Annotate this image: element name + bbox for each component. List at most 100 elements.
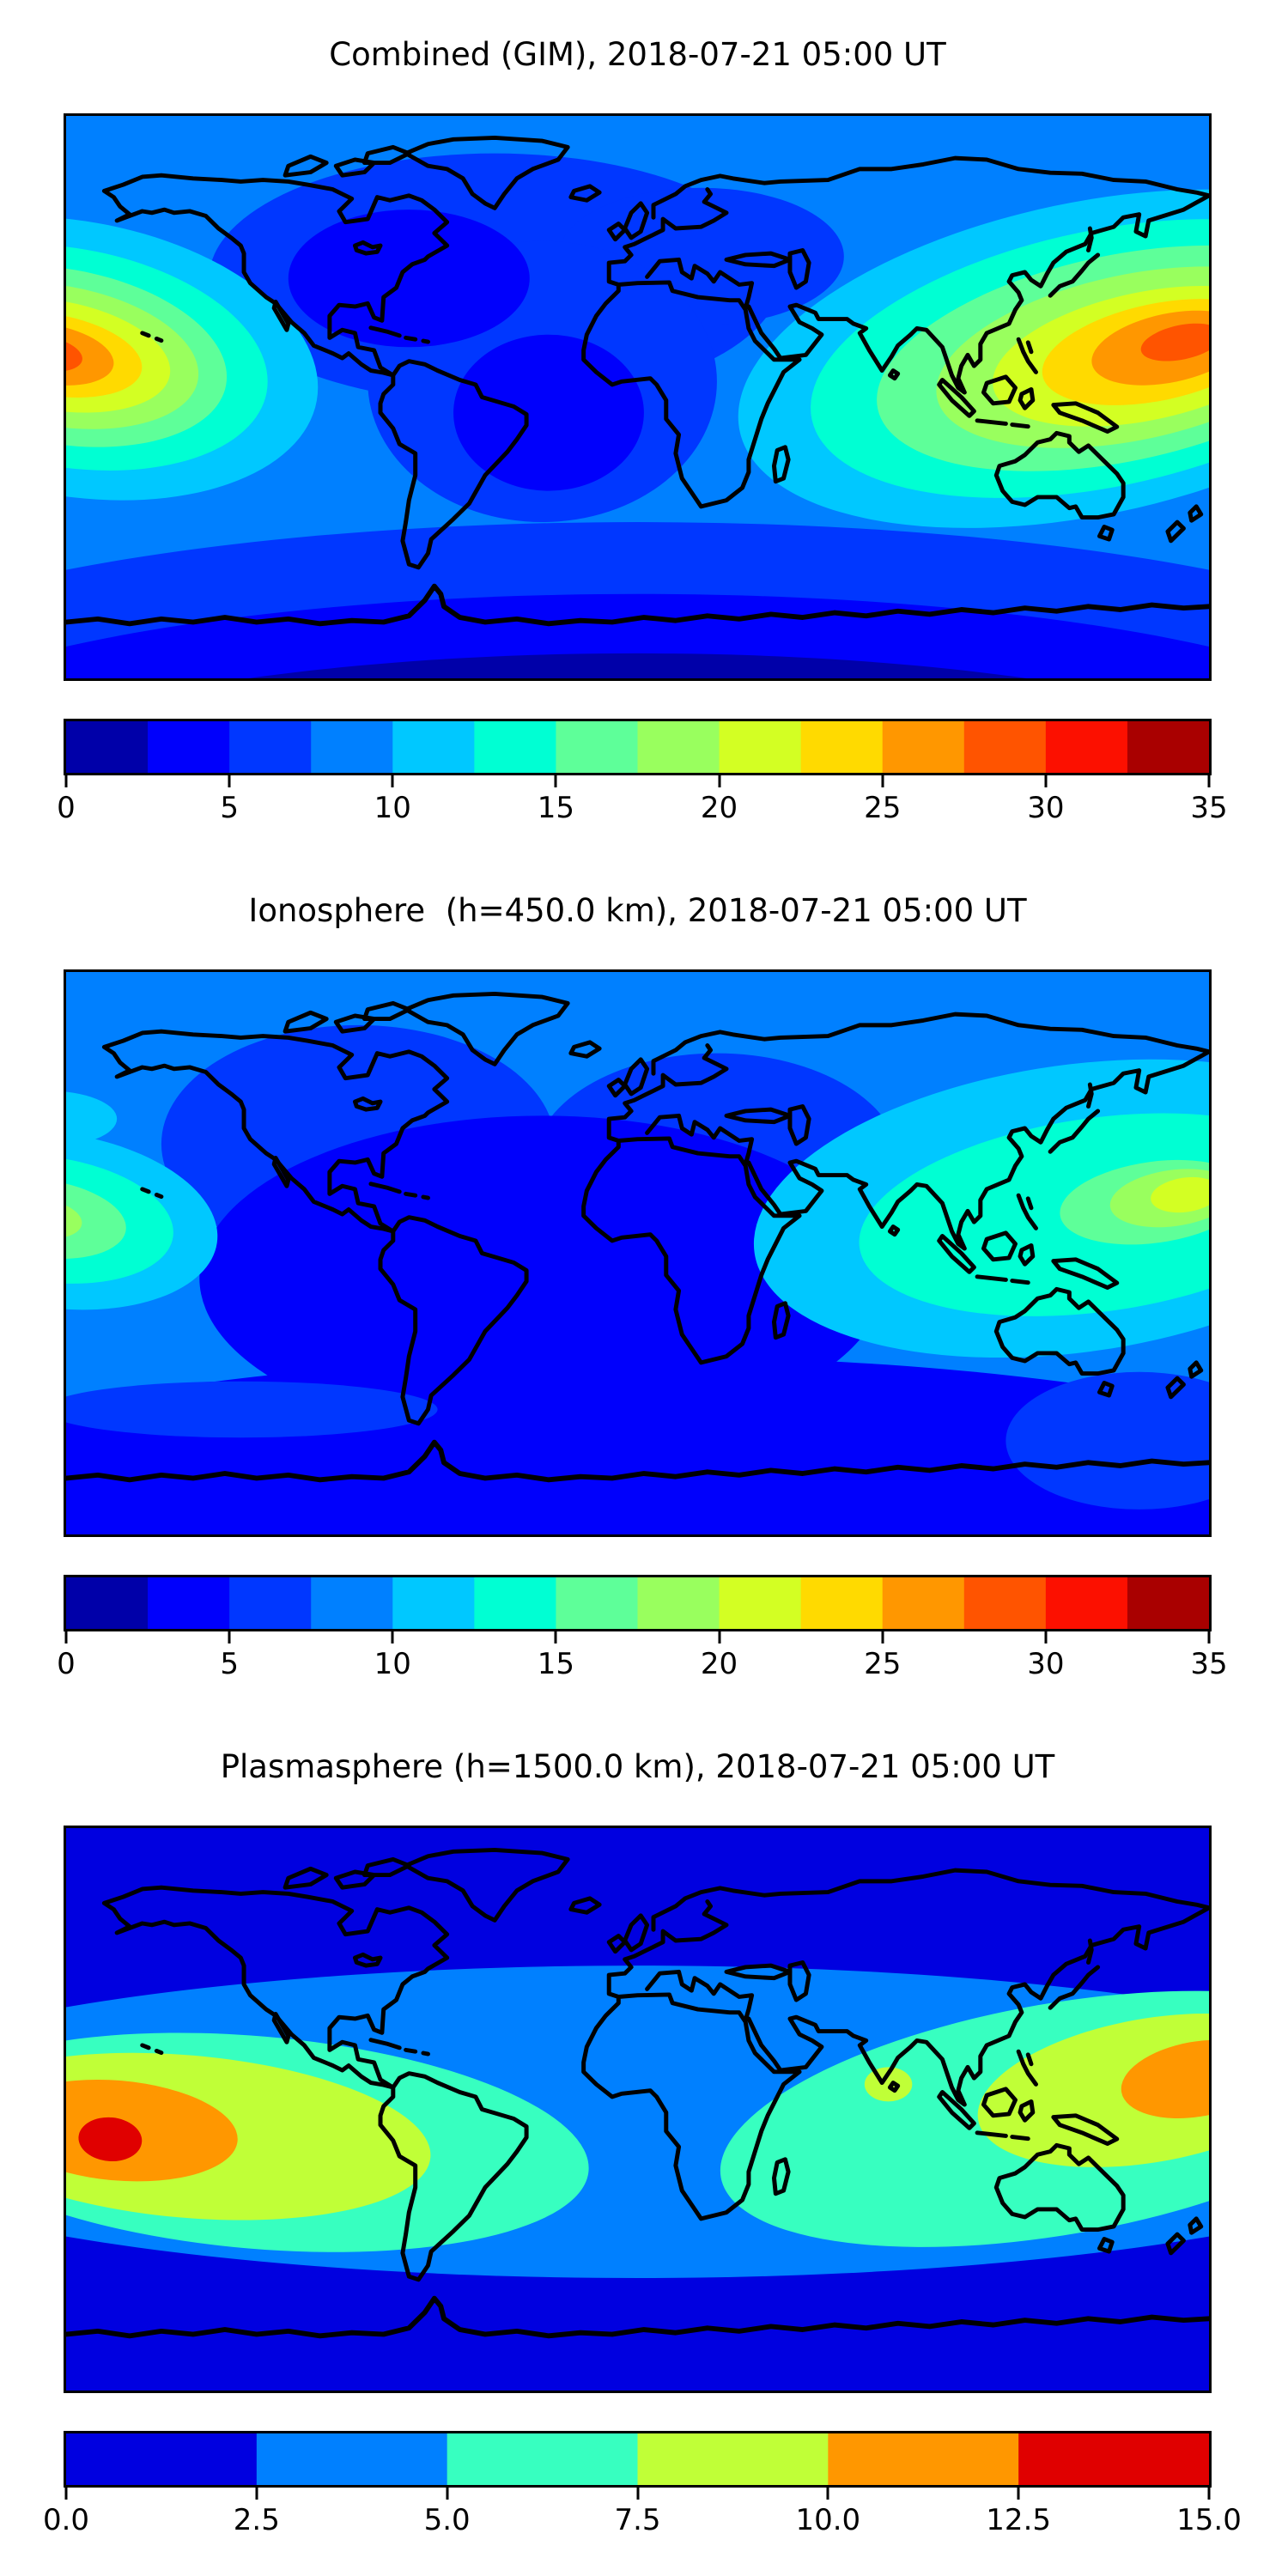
tick-mark (228, 1631, 231, 1643)
map-plasmasphere-frame (64, 1826, 1212, 2393)
tick-label: 12.5 (986, 2503, 1052, 2537)
tick-label: 15 (537, 791, 575, 825)
colorbar-segment (392, 721, 479, 773)
tick-mark (1207, 775, 1211, 787)
tick-label: 5.0 (423, 2503, 471, 2537)
tick-mark (554, 775, 557, 787)
colorbar-segment (1045, 721, 1132, 773)
contour-band (1121, 2039, 1209, 2119)
colorbar-segment (637, 721, 724, 773)
tick-label: 2.5 (233, 2503, 280, 2537)
colorbar-segment (1127, 721, 1209, 773)
tick-mark (64, 1631, 68, 1643)
contour-band (1140, 323, 1209, 361)
colorbar-segment (474, 721, 561, 773)
contour-band (66, 1155, 173, 1284)
tick-label: 20 (700, 1647, 738, 1681)
contour-band (288, 210, 530, 348)
tick-mark (718, 775, 721, 787)
colorbar-segment (637, 2433, 838, 2485)
tick-label: 0 (57, 791, 76, 825)
colorbar-plasmasphere-swatches (66, 2433, 1209, 2485)
contour-maximum-east (738, 189, 1209, 528)
colorbar-segment (719, 1577, 805, 1629)
tick-mark (718, 1631, 721, 1643)
tick-mark (554, 1631, 557, 1643)
colorbar-segment (882, 1577, 969, 1629)
colorbar-segment (66, 1577, 152, 1629)
contour-band (66, 1091, 118, 1146)
tick-mark (64, 2488, 68, 2500)
colorbar-segment (556, 721, 642, 773)
contour-band (1151, 1176, 1209, 1213)
colorbar-segment (447, 2433, 647, 2485)
tick-mark (1044, 1631, 1048, 1643)
colorbar-plasmasphere-ticks (64, 2488, 1211, 2501)
tick-label: 10 (374, 1647, 411, 1681)
tick-mark (826, 2488, 829, 2500)
colorbar-plasmasphere-labels: 0.0 2.5 5.0 7.5 10.0 12.5 15.0 (43, 2503, 1242, 2539)
tick-mark (228, 775, 231, 787)
tick-mark (255, 2488, 258, 2500)
colorbar-ionosphere (64, 1575, 1212, 1631)
tick-mark (1207, 1631, 1211, 1643)
colorbar-segment (148, 721, 234, 773)
tick-label: 15 (537, 1647, 575, 1681)
colorbar-combined-ticks (64, 775, 1211, 789)
world-map-ionosphere (66, 972, 1209, 1534)
colorbar-segment (474, 1577, 561, 1629)
world-map-plasmasphere (66, 1828, 1209, 2391)
world-map-combined (66, 116, 1209, 678)
tick-label: 30 (1027, 1647, 1065, 1681)
tick-label: 7.5 (614, 2503, 661, 2537)
colorbar-segment (311, 1577, 398, 1629)
contour-maximum-east (720, 1990, 1209, 2247)
contour-band (66, 1177, 126, 1260)
colorbar-segment (1045, 1577, 1132, 1629)
panel-ionosphere: Ionosphere (h=450.0 km), 2018-07-21 05:0… (0, 827, 1288, 1683)
panel-plasmasphere-title: Plasmasphere (h=1500.0 km), 2018-07-21 0… (220, 1748, 1055, 1785)
colorbar-segment (1018, 2433, 1209, 2485)
colorbar-plasmasphere (64, 2431, 1212, 2488)
contour-maximum-west (66, 216, 319, 501)
tick-mark (636, 2488, 639, 2500)
colorbar-segment (556, 1577, 642, 1629)
colorbar-ionosphere-ticks (64, 1631, 1211, 1645)
tick-label: 0 (57, 1647, 76, 1681)
contour-band (453, 334, 644, 491)
colorbar-segment (882, 721, 969, 773)
panel-combined: Combined (GIM), 2018-07-21 05:00 UT (0, 0, 1288, 827)
tick-label: 0.0 (42, 2503, 90, 2537)
contour-band (78, 2117, 143, 2161)
tick-mark (1017, 2488, 1020, 2500)
colorbar-segment (1127, 1577, 1209, 1629)
contour-band (66, 1381, 438, 1438)
colorbar-segment (800, 721, 887, 773)
panel-plasmasphere: Plasmasphere (h=1500.0 km), 2018-07-21 0… (0, 1683, 1288, 2539)
colorbar-combined (64, 719, 1212, 775)
colorbar-segment (392, 1577, 479, 1629)
tick-mark (391, 775, 394, 787)
contour-band (1005, 1371, 1209, 1510)
colorbar-segment (963, 721, 1050, 773)
tick-label: 35 (1190, 791, 1228, 825)
contour-band (248, 653, 1027, 678)
tick-mark (881, 1631, 884, 1643)
tick-mark (64, 775, 68, 787)
colorbar-ionosphere-labels: 0 5 10 15 20 25 30 35 (57, 1647, 1227, 1683)
colorbar-segment (66, 721, 152, 773)
panel-combined-title: Combined (GIM), 2018-07-21 05:00 UT (329, 36, 946, 73)
tick-label: 15.0 (1176, 2503, 1242, 2537)
colorbar-combined-swatches (66, 721, 1209, 773)
tick-mark (1044, 775, 1048, 787)
colorbar-ionosphere-swatches (66, 1577, 1209, 1629)
colorbar-segment (256, 2433, 457, 2485)
panel-ionosphere-title: Ionosphere (h=450.0 km), 2018-07-21 05:0… (248, 892, 1027, 929)
contour-minima-south (66, 522, 1209, 678)
contour-maximum-west (66, 2032, 589, 2252)
colorbar-segment (229, 1577, 315, 1629)
colorbar-segment (66, 2433, 266, 2485)
map-combined-frame (64, 113, 1212, 681)
tick-mark (881, 775, 884, 787)
tick-label: 25 (864, 791, 902, 825)
